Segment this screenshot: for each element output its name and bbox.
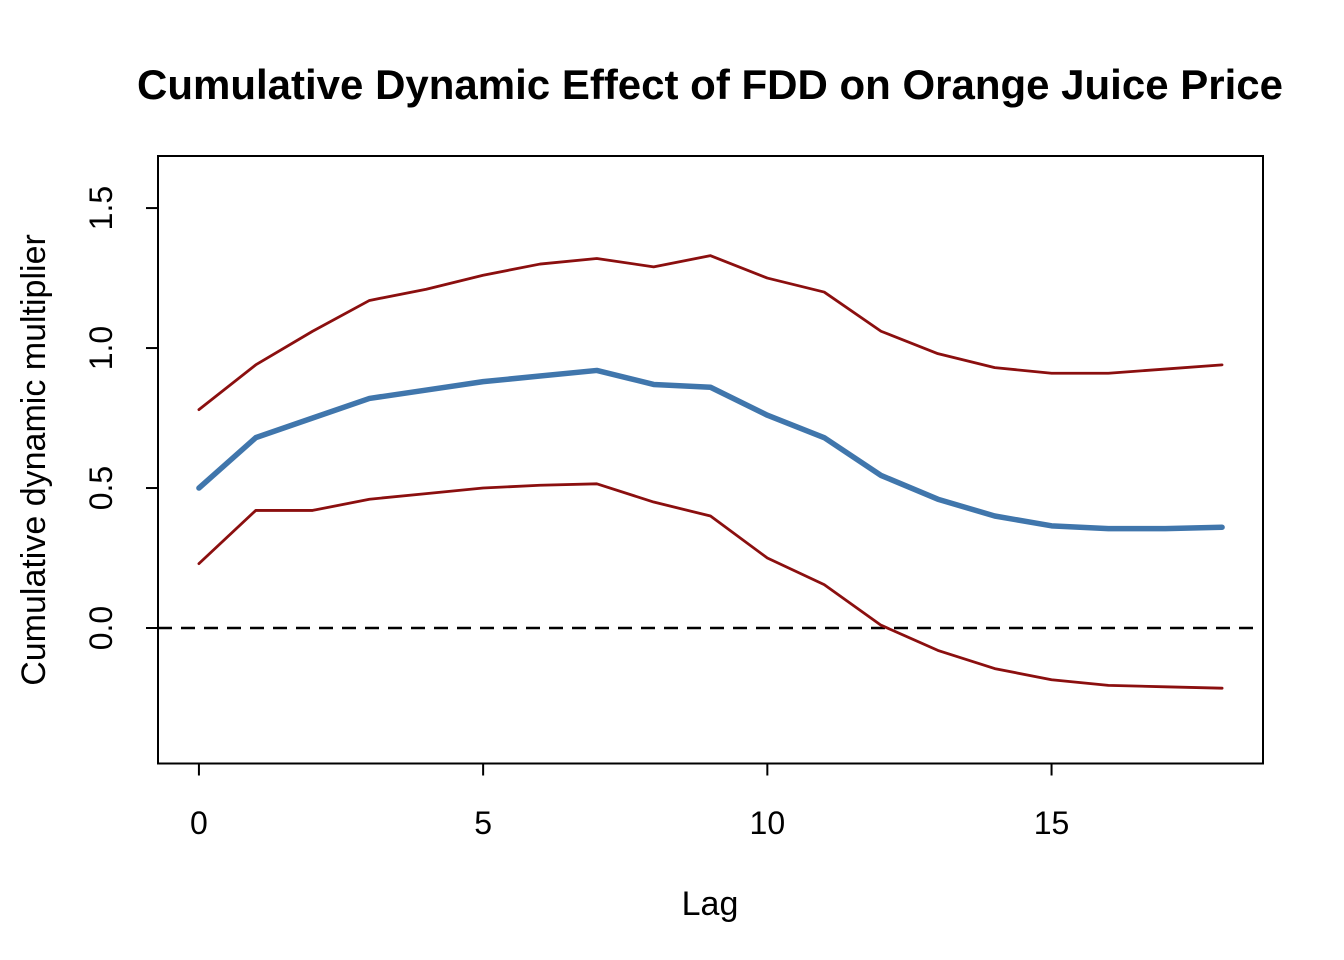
y-tick-label: 1.0 [83, 326, 119, 370]
x-axis-title: Lag [682, 885, 739, 923]
y-axis-title: Cumulative dynamic multiplier [15, 234, 53, 686]
plot-area: 0 5 10 15 0.0 0.5 1.0 1.5 [83, 155, 1264, 841]
x-tick-label: 5 [474, 805, 492, 841]
plot-border [157, 155, 1264, 765]
series-line-lower-confidence-band [197, 482, 1224, 690]
x-tick-label: 15 [1034, 805, 1070, 841]
y-tick-label: 0.5 [83, 466, 119, 510]
series-line-upper-confidence-band [197, 254, 1224, 412]
x-tick-label: 10 [750, 805, 786, 841]
y-tick-label: 0.0 [83, 606, 119, 650]
series-line-cumulative-dynamic-multiplier [196, 367, 1225, 532]
y-tick-label: 1.5 [83, 186, 119, 230]
chart-title: Cumulative Dynamic Effect of FDD on Oran… [137, 61, 1283, 108]
x-tick-label: 0 [190, 805, 208, 841]
